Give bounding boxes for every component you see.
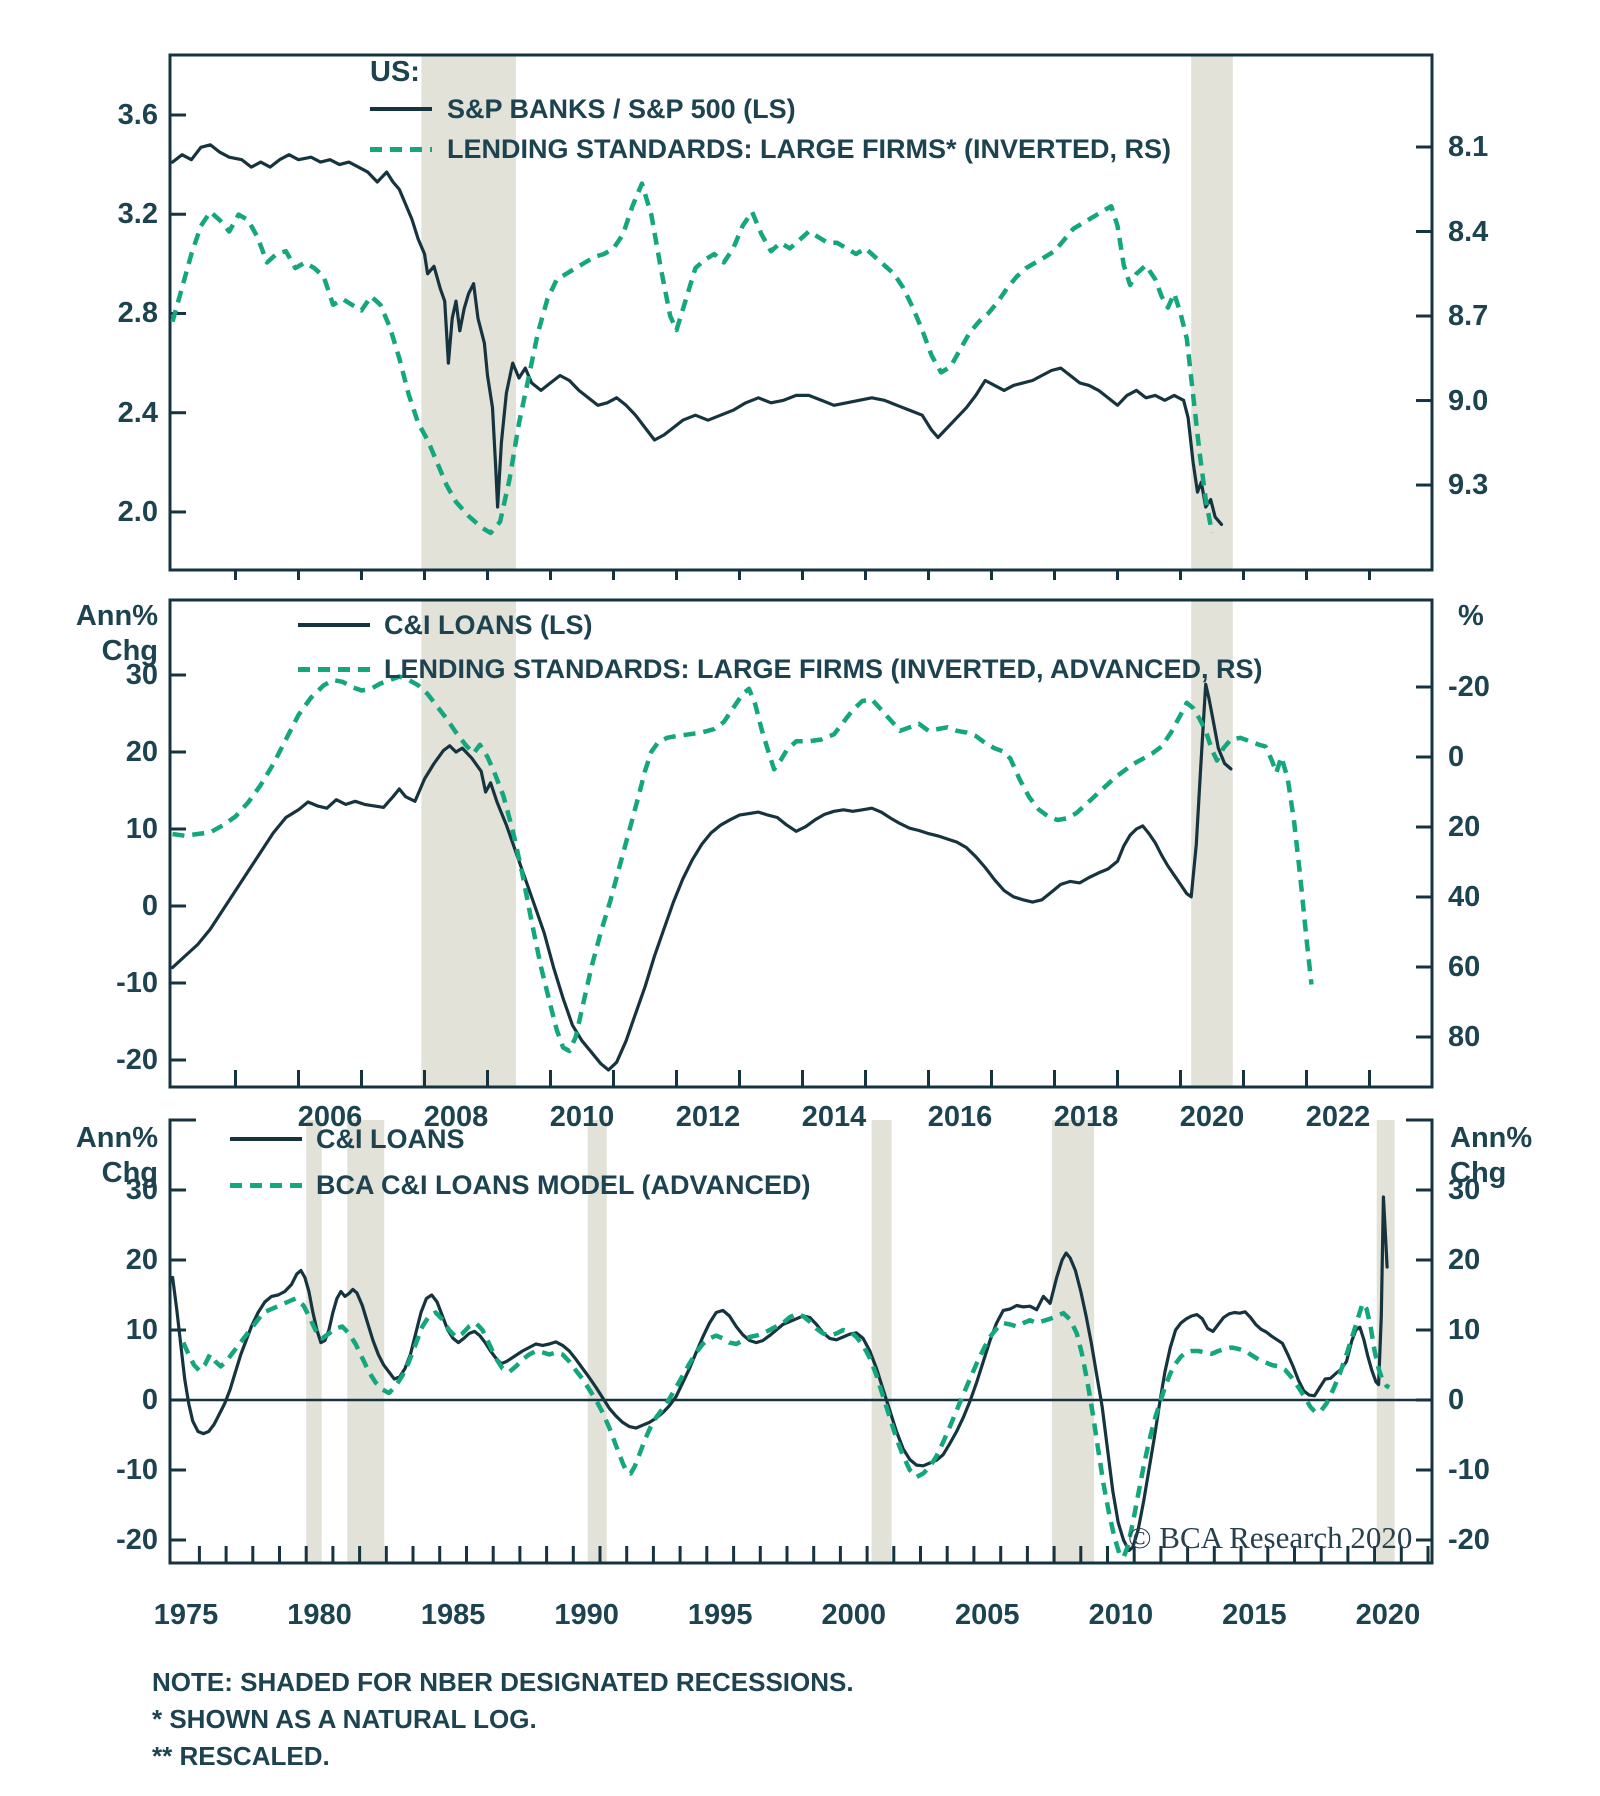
left-axis-title: Ann% Chg — [75, 1122, 158, 1189]
legend-label: C&I LOANS (LS) — [384, 609, 593, 640]
y-tick-label-right: 60 — [1448, 951, 1481, 983]
recession-band — [871, 1120, 892, 1563]
y-tick-label-right: 80 — [1448, 1021, 1481, 1053]
legend-label: BCA C&I LOANS MODEL (ADVANCED) — [316, 1169, 811, 1200]
x-axis-label: 2012 — [675, 1101, 741, 1133]
legend-label: LENDING STANDARDS: LARGE FIRMS* (INVERTE… — [447, 133, 1172, 164]
recession-band — [587, 1120, 607, 1563]
y-tick-label-left: 3.2 — [117, 198, 158, 231]
copyright: © BCA Research 2020 — [1128, 1520, 1413, 1555]
legend-item: C&I LOANS (LS) — [298, 608, 593, 642]
y-tick-label-right: 9.0 — [1448, 384, 1489, 417]
legend-header: US: — [370, 56, 420, 88]
y-tick-label-left: -10 — [116, 967, 158, 999]
y-tick-label-right: 8.4 — [1448, 215, 1489, 248]
y-tick-label-left: 20 — [125, 736, 158, 768]
y-tick-label-right: -20 — [1448, 671, 1490, 703]
y-tick-label-right: 0 — [1448, 741, 1465, 773]
x-axis-label: 2005 — [955, 1599, 1020, 1631]
y-tick-label-left: 10 — [125, 1314, 158, 1346]
series-line-sp-banks-vs-sp500 — [170, 143, 1224, 526]
recession-band — [1191, 55, 1233, 570]
recession-band — [421, 600, 516, 1087]
x-axis-label: 2010 — [549, 1101, 615, 1133]
legend-item: C&I LOANS — [230, 1122, 465, 1156]
y-tick-label-right: 10 — [1448, 1314, 1481, 1346]
series-line-ci-loans — [171, 1195, 1389, 1553]
y-tick-label-right: 30 — [1448, 1174, 1481, 1206]
x-axis-label: 2022 — [1305, 1101, 1371, 1133]
y-tick-label-right: 9.3 — [1448, 469, 1489, 502]
series-line-bca-ci-loans-model-advanced — [181, 1296, 1391, 1560]
y-tick-label-left: -20 — [116, 1044, 158, 1076]
y-tick-label-left: 30 — [125, 1174, 158, 1206]
x-axis-label: 1990 — [554, 1599, 619, 1631]
x-axis-label: 1995 — [687, 1599, 753, 1631]
x-axis-label: 1985 — [420, 1599, 486, 1631]
y-tick-label-right: 40 — [1448, 881, 1481, 913]
recession-band — [1376, 1120, 1395, 1563]
y-tick-label-right: 20 — [1448, 1244, 1481, 1276]
legend-item: LENDING STANDARDS: LARGE FIRMS* (INVERTE… — [370, 132, 1171, 166]
legend-label: S&P BANKS / S&P 500 (LS) — [447, 93, 796, 124]
x-axis-label: 2006 — [297, 1101, 363, 1133]
panel-frame — [168, 598, 1434, 1089]
y-tick-label-left: 3.6 — [117, 99, 158, 131]
series-line-ci-loans — [170, 682, 1233, 1072]
right-axis-title: % — [1458, 600, 1484, 632]
y-tick-label-left: 30 — [125, 659, 158, 691]
legend-item: LENDING STANDARDS: LARGE FIRMS (INVERTED… — [298, 652, 1263, 686]
left-axis-title: Ann% Chg — [75, 600, 158, 667]
legend-sample-solid-line — [230, 1137, 302, 1141]
footnote-block: NOTE: SHADED FOR NBER DESIGNATED RECESSI… — [152, 1664, 854, 1775]
y-tick-label-right: 20 — [1448, 811, 1481, 843]
x-axis-label: 2018 — [1053, 1101, 1119, 1133]
recession-band — [1051, 1120, 1095, 1563]
legend-sample-dashed-line — [230, 1182, 302, 1188]
y-tick-label-right: -10 — [1448, 1454, 1490, 1486]
x-axis-label: 1980 — [287, 1599, 352, 1631]
y-tick-label-left: -10 — [116, 1454, 158, 1486]
y-tick-label-left: 20 — [125, 1244, 158, 1276]
x-axis-label: 2016 — [927, 1101, 993, 1133]
y-tick-label-left: 0 — [141, 890, 158, 922]
legend-item: S&P BANKS / S&P 500 (LS) — [370, 92, 796, 126]
x-axis-label: 2015 — [1222, 1599, 1287, 1631]
y-tick-label-right: 0 — [1448, 1384, 1465, 1416]
y-tick-label-left: -20 — [116, 1524, 158, 1556]
x-axis-label: 2008 — [423, 1101, 489, 1133]
legend-label: LENDING STANDARDS: LARGE FIRMS (INVERTED… — [384, 653, 1263, 684]
footnote-line: ** RESCALED. — [152, 1741, 330, 1771]
x-axis-label: 1975 — [153, 1599, 219, 1631]
y-tick-label-left: 2.0 — [117, 495, 158, 528]
legend-item: BCA C&I LOANS MODEL (ADVANCED) — [230, 1168, 811, 1202]
y-tick-label-right: -20 — [1448, 1524, 1490, 1556]
y-tick-label-left: 0 — [141, 1384, 158, 1416]
legend-sample-solid-line — [298, 623, 370, 627]
y-tick-label-left: 2.4 — [117, 396, 158, 429]
right-axis-title: Ann% Chg — [1450, 1122, 1533, 1189]
y-tick-label-right: 8.7 — [1448, 300, 1489, 333]
legend-sample-dashed-line — [370, 146, 432, 152]
legend-label: C&I LOANS — [316, 1123, 465, 1154]
panel-frame — [168, 1118, 1434, 1565]
x-axis-label: 2010 — [1088, 1599, 1154, 1631]
x-axis-label: 2020 — [1355, 1599, 1421, 1631]
y-tick-label-left: 2.8 — [117, 297, 158, 330]
y-tick-label-left: 10 — [125, 813, 158, 845]
legend-sample-dashed-line — [298, 666, 370, 672]
footnote-line: * SHOWN AS A NATURAL LOG. — [152, 1704, 537, 1734]
series-line-lending-standards-large-firms-inverted-advanced — [172, 674, 1314, 1054]
recession-band — [306, 1120, 322, 1563]
x-axis-label: 2014 — [801, 1101, 867, 1133]
y-tick-label-right: 8.1 — [1448, 131, 1489, 163]
recession-band — [1191, 600, 1233, 1087]
series-line-lending-standards-large-firms-inverted — [170, 181, 1215, 536]
footnote-line: NOTE: SHADED FOR NBER DESIGNATED RECESSI… — [152, 1667, 854, 1697]
x-axis-label: 2020 — [1179, 1101, 1245, 1133]
legend-sample-solid-line — [370, 107, 432, 111]
x-axis-label: 2000 — [821, 1599, 887, 1631]
